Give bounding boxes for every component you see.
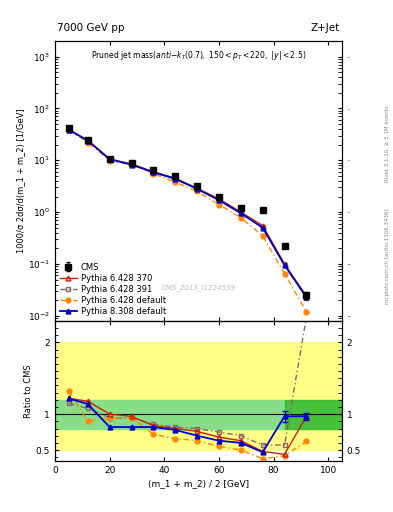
Text: 7000 GeV pp: 7000 GeV pp (57, 23, 125, 33)
Pythia 6.428 default (107, 158, 112, 164)
Pythia 6.428 default (173, 179, 178, 185)
Pythia 6.428 391 (107, 157, 112, 163)
Pythia 6.428 default (217, 202, 221, 208)
Pythia 8.308 default (304, 294, 309, 300)
Bar (55, 343, 342, 450)
Line: Pythia 8.308 default: Pythia 8.308 default (66, 127, 309, 300)
Line: Pythia 6.428 default: Pythia 6.428 default (66, 127, 309, 314)
Bar (285, 400, 342, 429)
Pythia 8.308 default (107, 156, 112, 162)
Pythia 6.428 370 (129, 161, 134, 167)
Pythia 6.428 370 (173, 175, 178, 181)
Y-axis label: Ratio to CMS: Ratio to CMS (24, 364, 33, 418)
Pythia 6.428 370 (282, 261, 287, 267)
Pythia 6.428 391 (85, 138, 90, 144)
Pythia 6.428 391 (217, 197, 221, 203)
Pythia 8.308 default (195, 186, 200, 192)
Pythia 6.428 default (85, 139, 90, 145)
Pythia 6.428 391 (195, 185, 200, 191)
Text: Rivet 3.1.10, ≥ 3.1M events: Rivet 3.1.10, ≥ 3.1M events (385, 105, 390, 182)
Pythia 6.428 default (304, 309, 309, 315)
Pythia 8.308 default (239, 210, 243, 217)
Pythia 6.428 370 (217, 196, 221, 202)
Pythia 6.428 391 (282, 262, 287, 268)
Pythia 6.428 default (260, 232, 265, 239)
Text: CMS_2013_I1224539: CMS_2013_I1224539 (162, 284, 235, 291)
Bar (55, 400, 285, 429)
Pythia 6.428 default (129, 161, 134, 167)
Pythia 8.308 default (85, 138, 90, 144)
Line: Pythia 6.428 391: Pythia 6.428 391 (66, 128, 309, 301)
Legend: CMS, Pythia 6.428 370, Pythia 6.428 391, Pythia 6.428 default, Pythia 8.308 defa: CMS, Pythia 6.428 370, Pythia 6.428 391,… (57, 260, 169, 318)
Pythia 6.428 370 (85, 138, 90, 144)
Text: Z+Jet: Z+Jet (311, 23, 340, 33)
Pythia 6.428 391 (260, 224, 265, 230)
Pythia 6.428 391 (239, 210, 243, 216)
Y-axis label: 1000/σ 2dσ/d(m_1 + m_2) [1/GeV]: 1000/σ 2dσ/d(m_1 + m_2) [1/GeV] (16, 109, 25, 253)
Line: Pythia 6.428 370: Pythia 6.428 370 (66, 127, 309, 298)
Pythia 8.308 default (217, 197, 221, 203)
Pythia 8.308 default (282, 262, 287, 268)
Pythia 6.428 default (66, 126, 71, 133)
Pythia 6.428 370 (66, 126, 71, 133)
Pythia 6.428 default (239, 215, 243, 221)
Pythia 6.428 default (195, 188, 200, 195)
Pythia 6.428 370 (260, 223, 265, 229)
Text: mcplots.cern.ch [arXiv:1306.3436]: mcplots.cern.ch [arXiv:1306.3436] (385, 208, 390, 304)
Pythia 6.428 default (151, 170, 156, 177)
Pythia 6.428 391 (129, 161, 134, 167)
Pythia 6.428 default (282, 271, 287, 277)
X-axis label: (m_1 + m_2) / 2 [GeV]: (m_1 + m_2) / 2 [GeV] (148, 479, 249, 488)
Pythia 8.308 default (129, 162, 134, 168)
Pythia 6.428 391 (304, 295, 309, 301)
Pythia 6.428 370 (151, 169, 156, 175)
Pythia 6.428 391 (173, 176, 178, 182)
Pythia 6.428 370 (195, 185, 200, 191)
Pythia 6.428 391 (66, 127, 71, 133)
Pythia 8.308 default (173, 176, 178, 182)
Pythia 8.308 default (66, 126, 71, 133)
Pythia 8.308 default (260, 225, 265, 231)
Pythia 6.428 370 (304, 293, 309, 299)
Pythia 6.428 370 (107, 156, 112, 162)
Text: Pruned jet mass$(anti\mathregular{-}k_T(0.7),\ 150<p_T<220,\ |y|<2.5)$: Pruned jet mass$(anti\mathregular{-}k_T(… (91, 49, 306, 62)
Pythia 8.308 default (151, 169, 156, 175)
Pythia 6.428 391 (151, 169, 156, 176)
Pythia 6.428 370 (239, 209, 243, 215)
